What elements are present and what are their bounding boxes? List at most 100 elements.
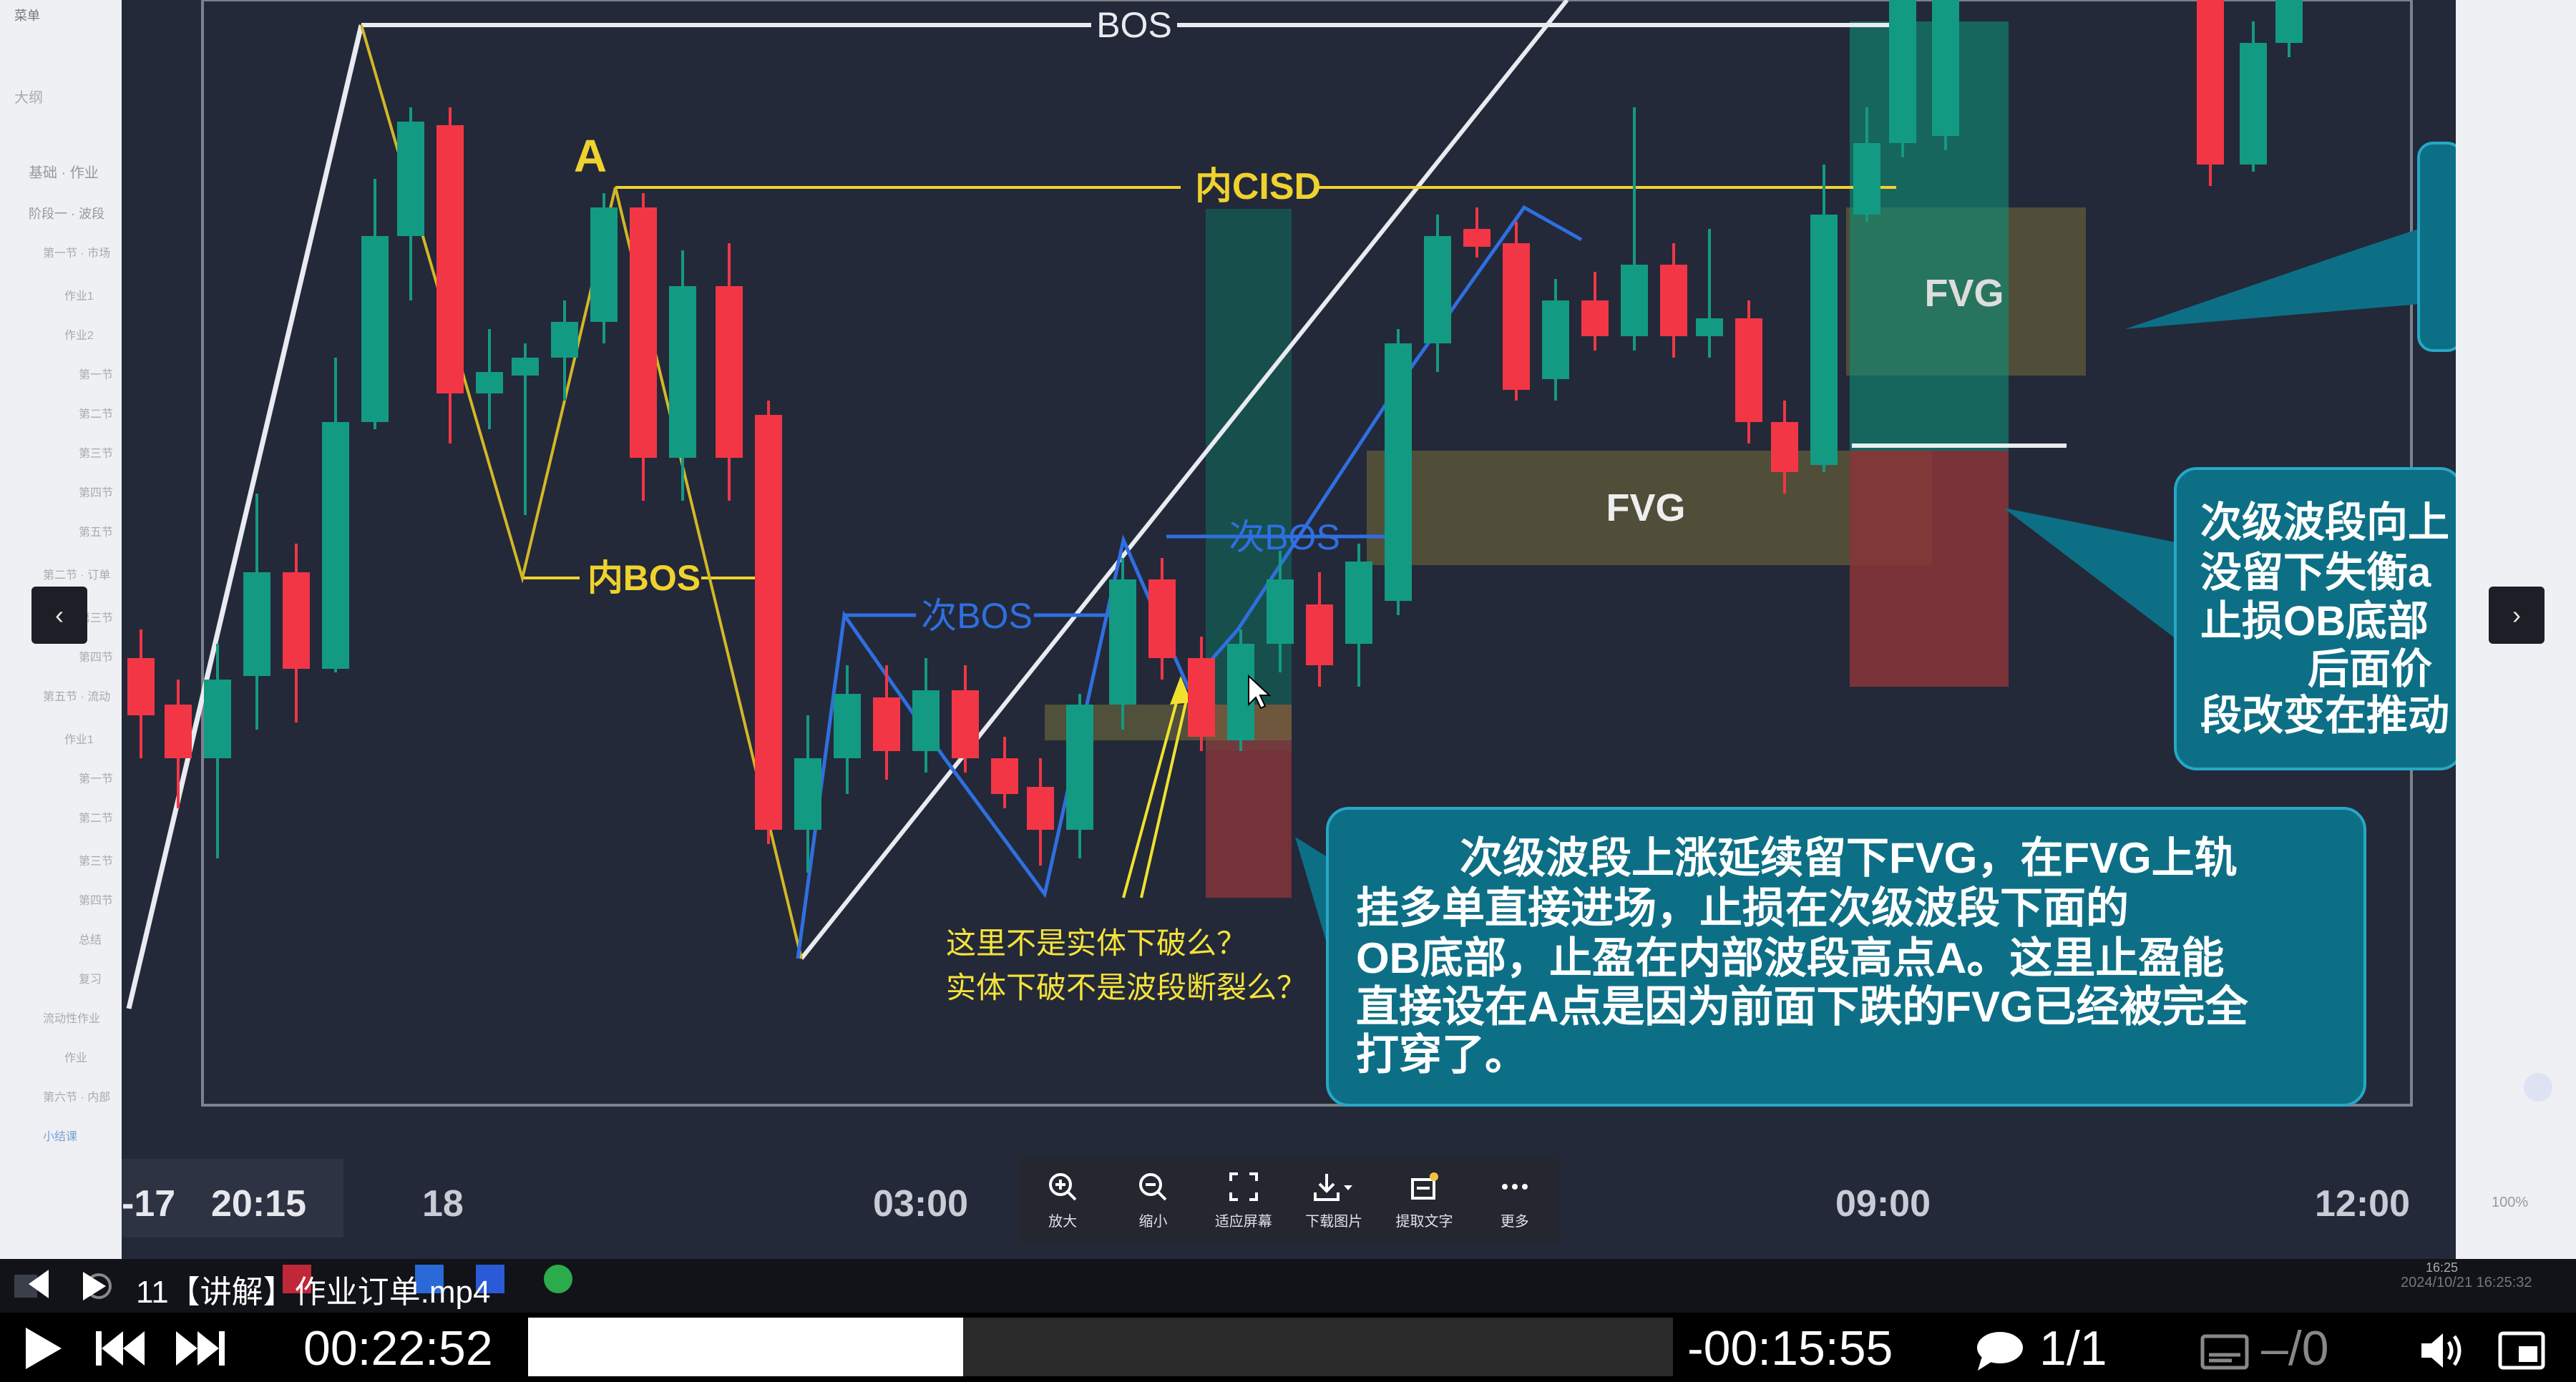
extract-text-button[interactable]: 提取文字 (1385, 1171, 1463, 1230)
app-icon[interactable] (283, 1265, 311, 1293)
fvg-top-line (1852, 443, 2067, 448)
callout-pointer (2004, 508, 2182, 644)
candle-body (1306, 604, 1333, 665)
candle-body (1385, 343, 1412, 601)
outline-item[interactable]: 第三节 (79, 448, 114, 460)
candle-body (1066, 705, 1093, 830)
previous-image-button[interactable]: ‹ (31, 587, 87, 644)
outline-item[interactable]: 第二节 · 订单 (43, 569, 111, 582)
outline-item[interactable]: 小结课 (43, 1131, 78, 1143)
play-button[interactable] (21, 1325, 64, 1372)
outline-item[interactable]: 第四节 (79, 487, 114, 499)
app-icon[interactable] (476, 1265, 504, 1293)
candle-body (1267, 579, 1294, 644)
fvg-label-upper: FVG (1924, 272, 2004, 315)
candle-body (834, 694, 861, 758)
candle-body (1889, 0, 1916, 143)
download-image-button[interactable]: 下载图片 (1294, 1171, 1373, 1230)
point-a-label: A (574, 130, 607, 182)
outline-item[interactable]: 总结 (79, 934, 102, 946)
fit-screen-button[interactable]: 适应屏幕 (1204, 1171, 1283, 1230)
chapters-button[interactable] (1975, 1329, 2025, 1372)
candle-body (436, 125, 464, 393)
candle-body (1542, 300, 1569, 379)
candle-body (755, 415, 782, 830)
volume-button[interactable] (2419, 1329, 2469, 1372)
zoom-in-button[interactable]: 放大 (1023, 1171, 1102, 1230)
file-title: 11【讲解】作业订单.mp4 (136, 1275, 491, 1310)
play-small-icon[interactable] (72, 1265, 114, 1308)
candle-body (397, 122, 424, 236)
candlestick-chart: BOS 内CISD A 内BOS 次BOS 次BOS FVG FVG 这里不是实… (122, 0, 2463, 1238)
candle-body (590, 207, 618, 322)
callout-main-line: OB底部，止盈在内部波段高点A。这里止盈能 (1356, 934, 2224, 982)
callout-right-line: 段改变在推动 (2200, 692, 2449, 739)
time-label: -17 (122, 1183, 175, 1225)
candle-body (1148, 579, 1176, 658)
extract-text-icon (1411, 1172, 1439, 1200)
outline-item[interactable]: 基础 · 作业 (29, 165, 99, 181)
skip-forward-button[interactable] (172, 1327, 229, 1370)
extract-text-label: 提取文字 (1395, 1213, 1453, 1230)
download-image-label: 下载图片 (1305, 1213, 1363, 1230)
more-button[interactable]: 更多 (1475, 1171, 1554, 1230)
outline-title: 大纲 (14, 90, 43, 106)
time-label: 12:00 (2315, 1183, 2410, 1225)
outline-item[interactable]: 阶段一 · 波段 (29, 207, 104, 221)
menu-header[interactable]: 菜单 (14, 9, 40, 23)
chapters-count: 1/1 (2039, 1321, 2107, 1376)
candle-body (1771, 422, 1798, 472)
skip-back-button[interactable] (93, 1327, 150, 1370)
outline-item[interactable]: 第六节 · 内部 (43, 1092, 111, 1104)
outline-item[interactable]: 流动性作业 (43, 1013, 101, 1025)
question-line: 这里不是实体下破么？ (946, 926, 1246, 960)
zoom-in-icon (1049, 1172, 1077, 1200)
sub-bos-label-mid: 次BOS (1229, 517, 1340, 557)
candle-body (2197, 0, 2224, 165)
outline-item[interactable]: 作业1 (64, 734, 94, 746)
app-icon[interactable] (415, 1265, 444, 1293)
outline-item[interactable]: 作业2 (64, 330, 94, 342)
assistant-icon[interactable] (2524, 1073, 2552, 1102)
back-icon[interactable] (20, 1263, 63, 1305)
red-zone-right (1850, 451, 2009, 687)
outline-item[interactable]: 第四节 (79, 895, 114, 907)
outline-item[interactable]: 第二节 (79, 813, 114, 825)
candle-body (1660, 265, 1687, 336)
image-viewer-toolbar: 放大 缩小 适应屏幕 下载图片 提取文字 更多 (1018, 1157, 1560, 1243)
outline-item[interactable]: 第三节 (79, 856, 114, 868)
callout-right-line: 止损OB底部 (2200, 598, 2429, 645)
candle-body (1345, 562, 1372, 644)
play-icon (26, 1328, 62, 1369)
clock-datetime: 2024/10/21 16:25:32 (2401, 1275, 2532, 1290)
candle-body (322, 422, 349, 669)
outline-item[interactable]: 作业 (64, 1052, 88, 1064)
wechat-icon[interactable] (544, 1265, 572, 1293)
fullscreen-button[interactable] (2497, 1329, 2547, 1372)
outline-item[interactable]: 第一节 · 市场 (43, 248, 111, 260)
chart-image: BOS 内CISD A 内BOS 次BOS 次BOS FVG FVG 这里不是实… (122, 0, 2463, 1259)
outline-item[interactable]: 作业1 (64, 290, 94, 303)
outline-item[interactable]: 复习 (79, 974, 102, 986)
candle-body (952, 690, 979, 758)
subtitles-button[interactable] (2200, 1332, 2250, 1372)
outline-item[interactable]: 第五节 · 流动 (43, 691, 111, 703)
candle-body (1424, 236, 1451, 343)
candle-body (1621, 265, 1648, 336)
outline-item[interactable]: 第一节 (79, 369, 114, 381)
outline-item[interactable]: 第二节 (79, 408, 114, 421)
callout-right-line: 次级波段向上 (2200, 499, 2449, 546)
outline-item[interactable]: 第一节 (79, 773, 114, 785)
candle-body (551, 322, 578, 358)
candle-body (1810, 215, 1838, 465)
zoom-out-button[interactable]: 缩小 (1113, 1171, 1192, 1230)
outline-item[interactable]: 第五节 (79, 526, 114, 539)
skip-forward-icon (176, 1331, 225, 1366)
outline-item[interactable]: 第三节 (79, 612, 114, 624)
candle-body (165, 705, 192, 758)
next-image-button[interactable]: › (2489, 587, 2545, 644)
outline-item[interactable]: 第四节 (79, 652, 114, 664)
callout-main-line: 直接设在A点是因为前面下跌的FVG已经被完全 (1356, 983, 2249, 1031)
remaining-time: -00:15:55 (1687, 1321, 1893, 1376)
callout-pointer (2125, 215, 2462, 329)
